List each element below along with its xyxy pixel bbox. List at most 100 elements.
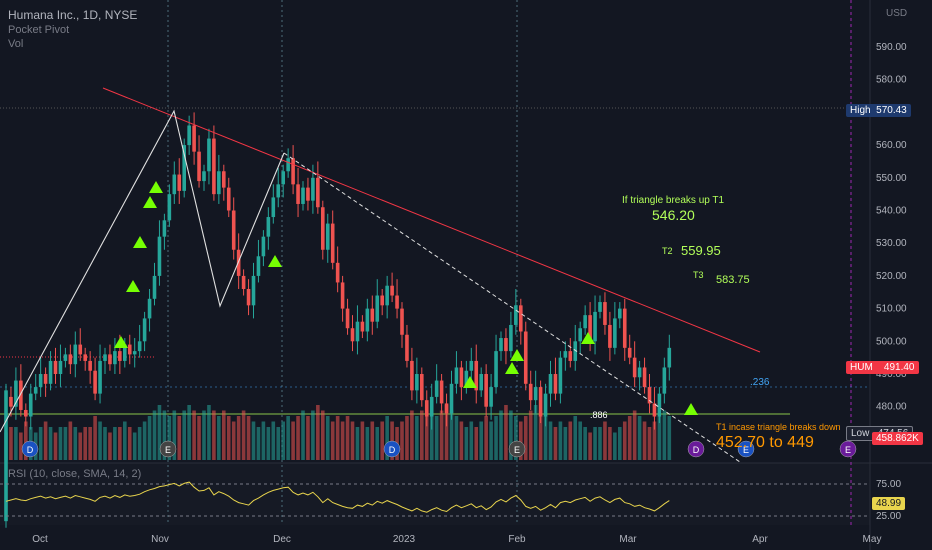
price-tick-label: 590.00 — [876, 42, 907, 53]
rsi-tick-label: 25.00 — [876, 511, 901, 522]
event-badge-letter: E — [743, 445, 749, 455]
candle — [479, 374, 483, 391]
rsi-label[interactable]: RSI (10, close, SMA, 14, 2) — [8, 468, 142, 480]
volume-bar — [375, 427, 380, 460]
event-badge-letter: D — [27, 445, 34, 455]
rsi-background — [0, 463, 870, 525]
volume-bar — [415, 416, 419, 460]
candle — [93, 370, 97, 394]
volume-bar — [231, 421, 236, 460]
candle — [578, 328, 582, 342]
volume-bar — [167, 416, 172, 460]
candle — [177, 174, 182, 191]
candle — [58, 360, 63, 375]
t2-value: 559.95 — [681, 243, 721, 258]
candle — [335, 262, 340, 283]
candle — [301, 187, 305, 204]
pocket-pivot-marker — [684, 403, 698, 415]
volume-bar — [598, 427, 602, 460]
candle — [667, 347, 672, 368]
candle — [88, 360, 92, 371]
candle — [187, 125, 191, 146]
volume-bar — [58, 427, 63, 460]
volume-bar — [162, 410, 167, 460]
candle — [286, 158, 290, 172]
candle — [217, 171, 221, 195]
volume-bar — [464, 427, 469, 460]
volume-bar — [103, 427, 107, 460]
candle — [246, 288, 251, 306]
volume-bar — [573, 416, 578, 460]
price-tick-label: 490.00 — [876, 369, 907, 380]
pocket-pivot-label[interactable]: Pocket Pivot — [8, 24, 70, 36]
volume-bar — [558, 421, 563, 460]
candle — [182, 145, 186, 191]
volume-bar — [439, 410, 444, 460]
triangle-down-title: T1 incase triangle breaks down — [716, 422, 841, 432]
volume-bar — [73, 427, 78, 460]
volume-bar — [142, 421, 147, 460]
candle — [449, 383, 454, 414]
candle — [652, 403, 657, 417]
time-tick-label: 2023 — [393, 534, 416, 545]
candle — [400, 308, 404, 335]
volume-bar — [632, 410, 637, 460]
candle — [38, 374, 43, 388]
candle — [380, 295, 384, 306]
volume-bar — [340, 421, 345, 460]
volume-bar — [449, 410, 454, 460]
volume-bar — [400, 421, 404, 460]
candle — [28, 393, 33, 417]
volume-bar — [301, 410, 305, 460]
candle — [434, 380, 439, 397]
candle — [603, 302, 607, 325]
volume-bar — [622, 421, 627, 460]
candle — [523, 331, 528, 384]
volume-bar — [360, 421, 365, 460]
volume-bar — [296, 416, 300, 460]
candle — [226, 187, 231, 211]
candle — [103, 354, 107, 361]
volume-bar — [38, 427, 43, 460]
pocket-pivot-marker — [510, 349, 524, 361]
candle — [568, 351, 573, 361]
low-tag-label: Low — [851, 428, 870, 439]
candle — [63, 354, 68, 361]
volume-bar — [459, 421, 464, 460]
candle — [311, 177, 315, 201]
candle — [543, 393, 548, 417]
candle — [494, 351, 498, 388]
volume-bar — [212, 410, 216, 460]
volume-tag: 458.862K — [872, 432, 923, 445]
candle — [563, 351, 568, 358]
event-badge — [737, 440, 755, 458]
candle — [167, 194, 172, 221]
volume-bar — [127, 427, 132, 460]
price-tick-label: 480.00 — [876, 402, 907, 413]
candle — [137, 341, 142, 352]
candle — [222, 171, 226, 188]
volume-bar — [489, 421, 493, 460]
volume-label[interactable]: Vol — [8, 38, 24, 50]
candle — [613, 318, 617, 348]
candle — [212, 138, 216, 195]
volume-bar — [24, 421, 28, 460]
candle — [489, 387, 493, 407]
volume-bar — [434, 416, 439, 460]
high-tag-value: 570.43 — [876, 105, 907, 116]
candle — [484, 374, 488, 407]
candle — [385, 285, 389, 306]
price-tick-label: 550.00 — [876, 173, 907, 184]
event-badge-letter: E — [845, 445, 851, 455]
candle — [202, 171, 206, 182]
candle — [162, 220, 167, 237]
candle — [73, 344, 78, 365]
candle — [360, 321, 365, 332]
candle — [405, 334, 409, 361]
volume-bar — [291, 421, 295, 460]
candle — [306, 187, 310, 201]
candle — [618, 308, 622, 319]
candle — [19, 380, 23, 410]
